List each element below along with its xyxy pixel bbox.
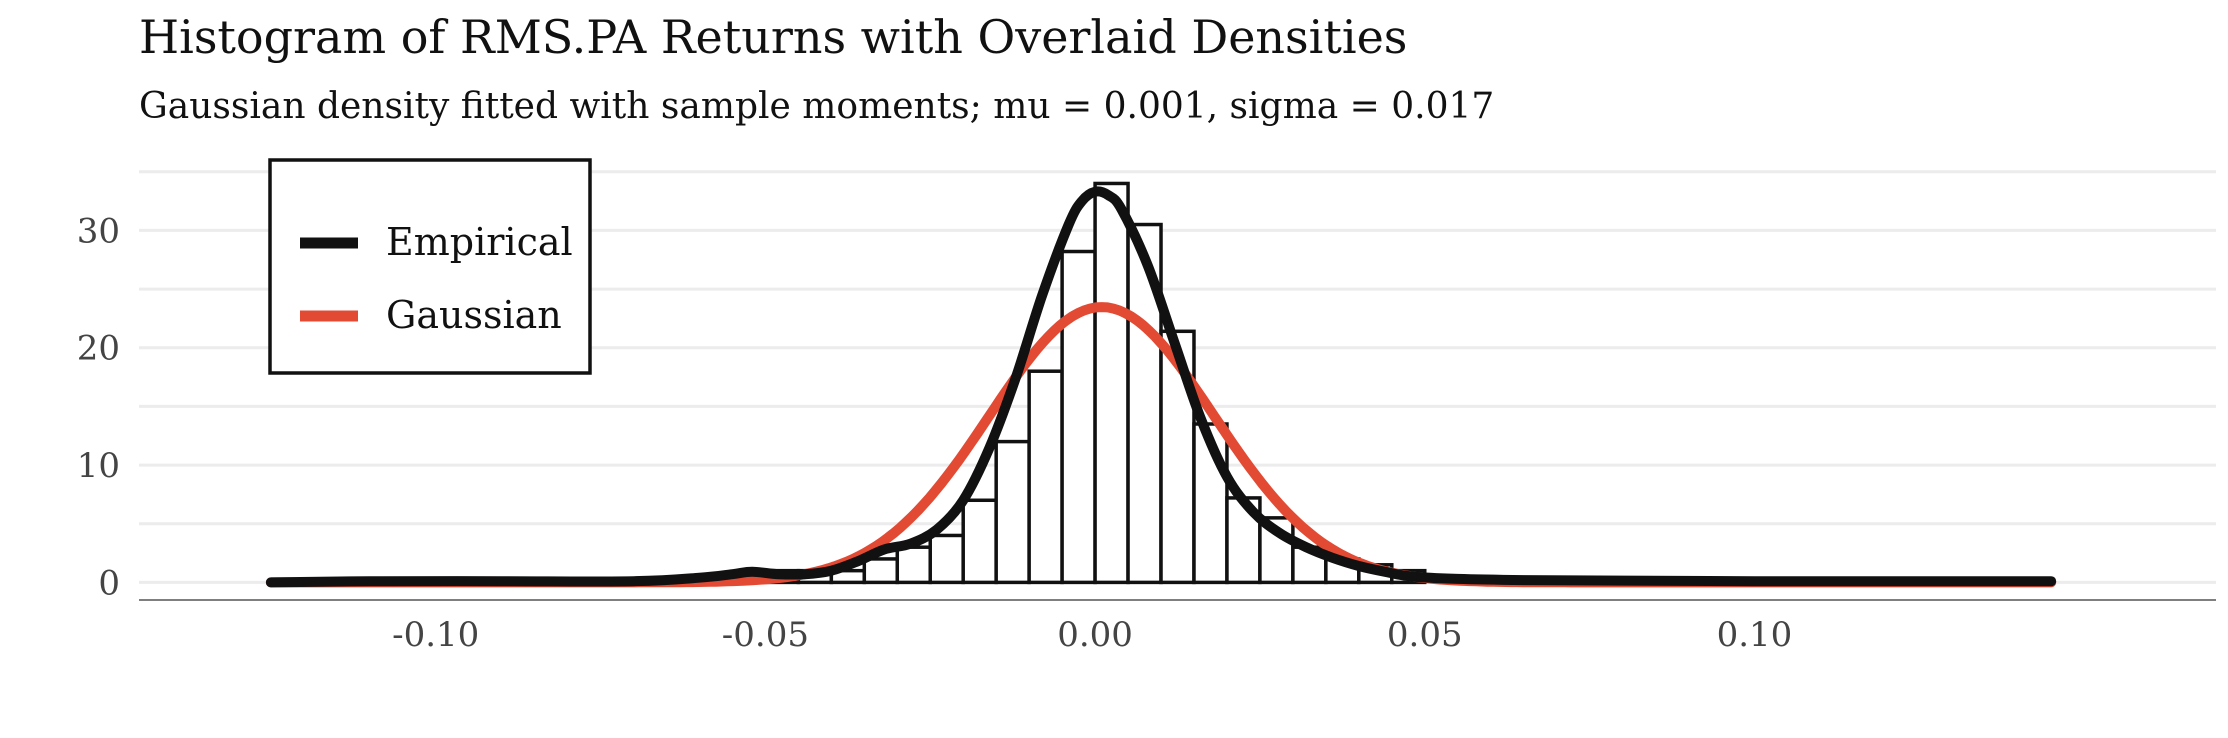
legend: Empirical Gaussian [268, 158, 592, 375]
x-tick-labels: -0.10 -0.05 0.00 0.05 0.10 [392, 615, 1792, 655]
histogram-bar [994, 439, 1031, 585]
x-tick-label: -0.05 [722, 615, 809, 655]
legend-label: Empirical [386, 220, 573, 264]
histogram-bar [1093, 181, 1130, 585]
y-tick-label: 10 [77, 446, 120, 486]
x-tick-label: -0.10 [392, 615, 479, 655]
legend-box [268, 158, 592, 375]
y-tick-label: 30 [77, 211, 120, 251]
chart-title: Histogram of RMS.PA Returns with Overlai… [139, 10, 1408, 64]
x-tick-label: 0.05 [1387, 615, 1463, 655]
histogram-bar [928, 533, 965, 585]
histogram-bar [1192, 422, 1229, 585]
x-tick-label: 0.10 [1717, 615, 1793, 655]
histogram-bar [1027, 369, 1064, 585]
y-tick-label: 0 [98, 563, 120, 603]
histogram-bar [895, 545, 932, 585]
histogram-bar [1060, 249, 1097, 585]
legend-label: Gaussian [386, 293, 562, 337]
empirical-density-line [265, 186, 2057, 588]
density-lines [265, 186, 2057, 588]
x-tick-label: 0.00 [1057, 615, 1133, 655]
histogram-bar [961, 498, 998, 585]
chart-subtitle: Gaussian density fitted with sample mome… [139, 86, 1495, 127]
y-tick-labels: 0 10 20 30 [77, 211, 120, 603]
histogram-bar [862, 557, 900, 585]
y-tick-label: 20 [77, 329, 120, 369]
histogram-bars [763, 181, 1427, 585]
